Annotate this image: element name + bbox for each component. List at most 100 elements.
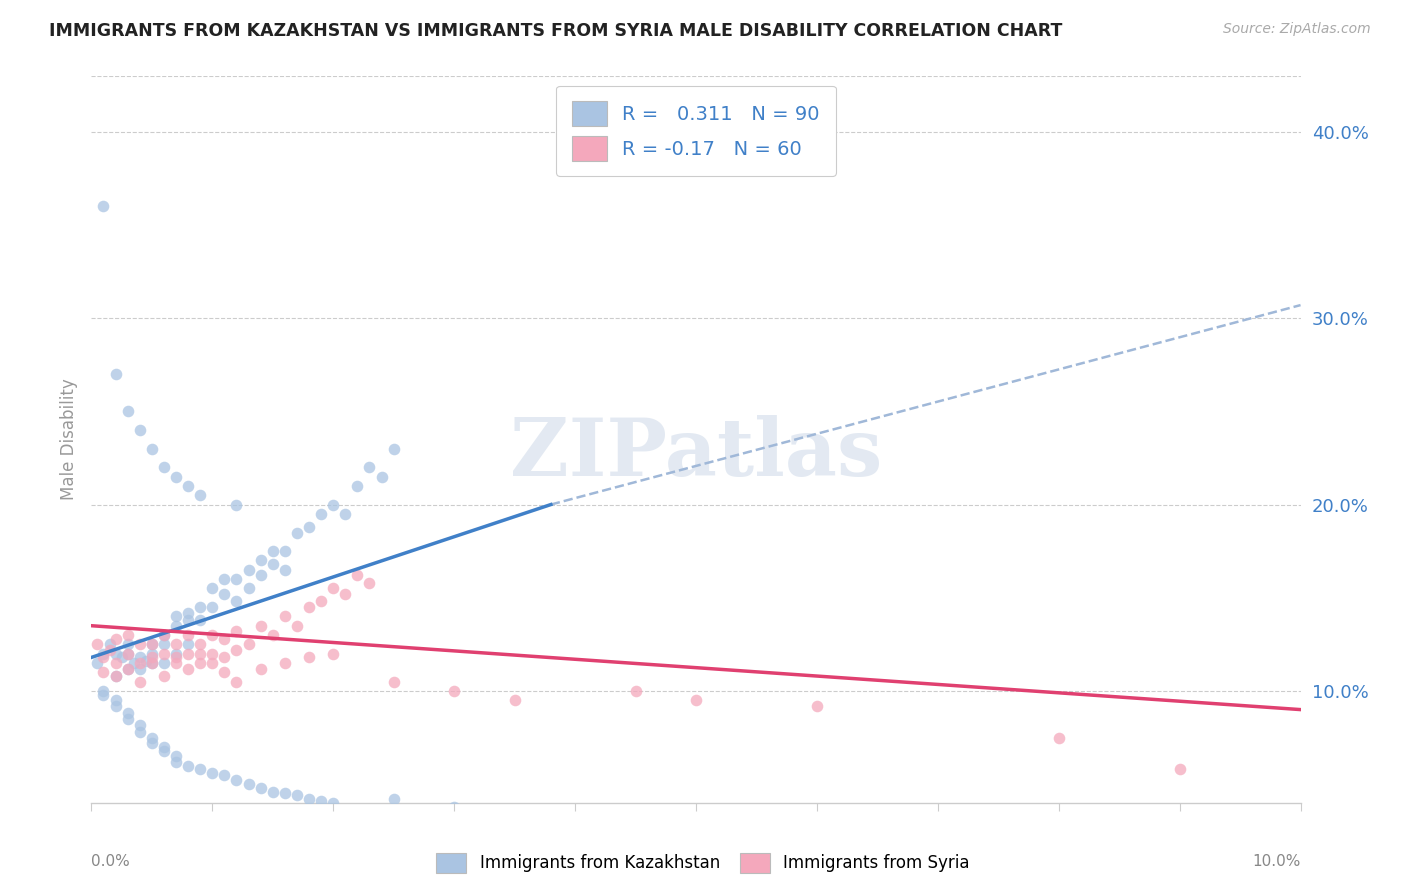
Point: [153, 743, 176, 757]
Point: [214, 587, 236, 601]
Point: [177, 613, 200, 627]
Point: [86, 637, 108, 651]
Text: IMMIGRANTS FROM KAZAKHSTAN VS IMMIGRANTS FROM SYRIA MALE DISABILITY CORRELATION : IMMIGRANTS FROM KAZAKHSTAN VS IMMIGRANTS…: [49, 22, 1063, 40]
Point: [128, 423, 150, 437]
Point: [141, 442, 163, 456]
Point: [128, 650, 150, 665]
Point: [359, 575, 381, 590]
Point: [117, 662, 139, 676]
Point: [188, 613, 211, 627]
Point: [285, 789, 308, 803]
Y-axis label: Male Disability: Male Disability: [59, 378, 77, 500]
Point: [443, 684, 465, 698]
Point: [624, 684, 647, 698]
Point: [98, 643, 121, 657]
Text: ZIPatlas: ZIPatlas: [510, 415, 882, 493]
Point: [104, 669, 127, 683]
Point: [201, 628, 224, 642]
Point: [225, 674, 247, 689]
Point: [165, 647, 187, 661]
Point: [188, 762, 211, 776]
Point: [309, 794, 332, 808]
Legend: Immigrants from Kazakhstan, Immigrants from Syria: Immigrants from Kazakhstan, Immigrants f…: [430, 847, 976, 880]
Point: [188, 656, 211, 670]
Point: [225, 498, 247, 512]
Point: [104, 632, 127, 646]
Point: [359, 460, 381, 475]
Text: 10.0%: 10.0%: [1253, 854, 1301, 869]
Point: [165, 749, 187, 764]
Point: [225, 572, 247, 586]
Point: [141, 656, 163, 670]
Point: [141, 731, 163, 745]
Point: [153, 460, 176, 475]
Point: [201, 656, 224, 670]
Point: [165, 755, 187, 769]
Point: [274, 544, 297, 558]
Point: [111, 650, 132, 665]
Point: [214, 632, 236, 646]
Text: 0.0%: 0.0%: [91, 854, 131, 869]
Point: [503, 693, 526, 707]
Point: [201, 600, 224, 615]
Point: [1168, 762, 1191, 776]
Text: Source: ZipAtlas.com: Source: ZipAtlas.com: [1223, 22, 1371, 37]
Point: [225, 594, 247, 608]
Point: [117, 712, 139, 726]
Point: [249, 553, 271, 567]
Point: [93, 650, 115, 665]
Point: [104, 669, 127, 683]
Point: [285, 618, 308, 632]
Point: [117, 706, 139, 721]
Point: [238, 637, 260, 651]
Point: [685, 693, 707, 707]
Point: [141, 637, 163, 651]
Point: [238, 582, 260, 596]
Point: [382, 792, 405, 806]
Point: [93, 688, 115, 702]
Point: [104, 367, 127, 381]
Point: [285, 525, 308, 540]
Point: [249, 780, 271, 795]
Point: [153, 739, 176, 754]
Point: [177, 628, 200, 642]
Point: [93, 647, 115, 661]
Point: [262, 784, 284, 798]
Point: [249, 618, 271, 632]
Point: [335, 507, 357, 521]
Point: [249, 662, 271, 676]
Point: [225, 643, 247, 657]
Point: [141, 650, 163, 665]
Point: [274, 609, 297, 624]
Point: [249, 568, 271, 582]
Point: [165, 650, 187, 665]
Point: [214, 768, 236, 782]
Point: [135, 654, 157, 668]
Point: [370, 469, 392, 483]
Point: [128, 637, 150, 651]
Point: [322, 498, 344, 512]
Point: [322, 582, 344, 596]
Point: [177, 479, 200, 493]
Point: [443, 799, 465, 814]
Point: [335, 587, 357, 601]
Legend: R =   0.311   N = 90, R = -0.17   N = 60: R = 0.311 N = 90, R = -0.17 N = 60: [557, 86, 835, 177]
Point: [128, 662, 150, 676]
Point: [503, 805, 526, 819]
Point: [214, 572, 236, 586]
Point: [382, 442, 405, 456]
Point: [117, 404, 139, 418]
Point: [309, 507, 332, 521]
Point: [177, 606, 200, 620]
Point: [274, 787, 297, 801]
Point: [165, 609, 187, 624]
Point: [309, 594, 332, 608]
Point: [165, 618, 187, 632]
Point: [188, 488, 211, 502]
Point: [128, 717, 150, 731]
Point: [153, 669, 176, 683]
Point: [153, 628, 176, 642]
Point: [298, 600, 321, 615]
Point: [165, 656, 187, 670]
Point: [201, 766, 224, 780]
